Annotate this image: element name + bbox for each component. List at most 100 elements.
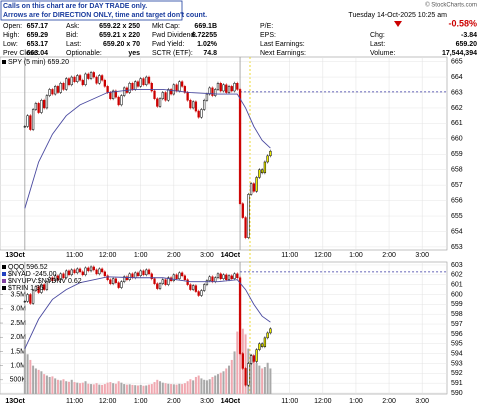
quote-label: Ask: bbox=[66, 23, 80, 30]
candle bbox=[197, 110, 200, 118]
candle bbox=[40, 99, 43, 113]
x-tick-label: 1:00 bbox=[134, 252, 148, 259]
candle bbox=[125, 276, 129, 280]
volume-bar bbox=[103, 384, 106, 394]
quote-value: 6.72255 bbox=[192, 32, 217, 39]
y-tick-label: 592 bbox=[451, 370, 463, 377]
x-tick-label: 12:00 bbox=[99, 398, 117, 405]
candle bbox=[142, 78, 145, 86]
y2-tick-label: 2.0M bbox=[10, 334, 26, 341]
candle bbox=[78, 75, 82, 81]
volume-bar bbox=[92, 384, 95, 394]
volume-bar bbox=[203, 379, 206, 394]
candle bbox=[233, 273, 236, 279]
candle bbox=[128, 82, 131, 93]
candle bbox=[73, 76, 76, 82]
y-tick-label: 664 bbox=[451, 74, 463, 81]
volume-bar bbox=[261, 368, 264, 394]
volume-bar bbox=[145, 385, 148, 394]
candle bbox=[263, 337, 267, 347]
candle bbox=[153, 90, 156, 99]
candle bbox=[211, 87, 214, 96]
quote-label: Last: bbox=[66, 41, 81, 48]
candle bbox=[48, 89, 51, 96]
candle bbox=[70, 76, 73, 86]
candle bbox=[106, 86, 109, 93]
volume-bar bbox=[32, 365, 35, 394]
datetime: Tuesday 14-Oct-2025 10:25 am bbox=[348, 12, 447, 19]
y2-tick-label: 500K bbox=[10, 377, 27, 384]
candle bbox=[40, 284, 43, 293]
volume-bar bbox=[114, 383, 117, 394]
x-tick-label: 13Oct bbox=[5, 398, 25, 405]
volume-bar bbox=[37, 369, 40, 394]
legend-text: $TRIN 1.35 bbox=[8, 285, 44, 292]
quote-value: 657.17 bbox=[27, 23, 49, 30]
volume-bar bbox=[244, 334, 247, 394]
candle bbox=[158, 283, 162, 289]
volume-bar bbox=[112, 383, 115, 394]
candle bbox=[244, 217, 247, 238]
volume-bar bbox=[233, 351, 236, 394]
candle bbox=[70, 269, 73, 276]
x-tick-label: 3:00 bbox=[200, 252, 214, 259]
change-pct: -0.58% bbox=[448, 18, 477, 28]
candle bbox=[260, 343, 264, 347]
quote-value: 659.29 bbox=[27, 32, 49, 39]
candle bbox=[62, 273, 65, 279]
volume-bar bbox=[161, 382, 164, 394]
candle bbox=[260, 169, 264, 174]
candle bbox=[150, 273, 153, 279]
x-tick-label: 14Oct bbox=[221, 252, 241, 259]
candle bbox=[37, 103, 40, 113]
moving-average bbox=[24, 88, 271, 209]
candle bbox=[186, 92, 189, 101]
volume-bar bbox=[131, 384, 134, 394]
candle bbox=[95, 269, 98, 275]
volume-bar bbox=[48, 376, 51, 394]
legend-swatch bbox=[2, 265, 6, 269]
candle bbox=[89, 266, 93, 272]
quote-label: Next Earnings: bbox=[260, 50, 306, 57]
candle bbox=[266, 155, 269, 163]
volume-bar bbox=[109, 382, 112, 394]
quote-label: P/E: bbox=[260, 23, 273, 30]
y-tick-label: 590 bbox=[451, 390, 463, 397]
candle bbox=[87, 267, 90, 272]
candle bbox=[29, 115, 32, 130]
quote-label: Fwd Dividend: bbox=[152, 32, 196, 39]
candle bbox=[244, 368, 247, 386]
candle bbox=[109, 92, 112, 99]
candle bbox=[269, 328, 272, 334]
candle bbox=[180, 272, 184, 277]
candle bbox=[178, 81, 181, 92]
volume-bar bbox=[29, 359, 32, 394]
candle bbox=[139, 78, 142, 87]
volume-bar bbox=[142, 385, 145, 394]
candle bbox=[238, 277, 242, 354]
quote-label: EPS: bbox=[260, 32, 276, 39]
candle bbox=[131, 273, 134, 279]
y-tick-label: 603 bbox=[451, 262, 463, 269]
candle bbox=[100, 75, 104, 81]
candle bbox=[249, 183, 253, 195]
candle bbox=[76, 268, 79, 274]
candle bbox=[65, 270, 68, 279]
volume-bar bbox=[236, 331, 239, 394]
candle bbox=[117, 282, 120, 288]
candle bbox=[23, 126, 26, 128]
volume-bar bbox=[250, 354, 253, 394]
volume-bar bbox=[252, 359, 255, 394]
legend-swatch bbox=[2, 60, 6, 64]
volume-bar bbox=[56, 379, 59, 394]
volume-bar bbox=[90, 384, 93, 394]
volume-bar bbox=[266, 362, 269, 394]
volume-bar bbox=[34, 368, 37, 394]
volume-bar bbox=[230, 359, 233, 394]
x-tick-label: 11:00 bbox=[281, 398, 298, 405]
candle bbox=[214, 89, 217, 96]
volume-bar bbox=[186, 381, 189, 394]
candle bbox=[23, 301, 26, 303]
legend-swatch bbox=[2, 272, 6, 276]
summary-value: 659.20 bbox=[456, 41, 478, 48]
